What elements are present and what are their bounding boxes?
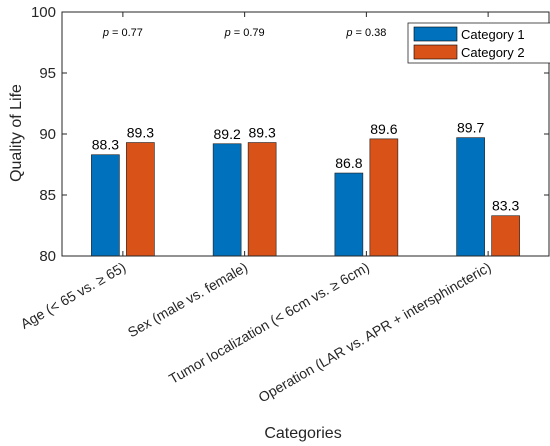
x-category-label-4: Operation (LAR vs. APR + intersphincteri… (255, 259, 493, 406)
y-tick-label-85: 85 (39, 187, 56, 204)
p-value-annotation-cat-2: p = 0.79 (224, 27, 265, 39)
x-category-labels: Age (< 65 vs. ≥ 65)Sex (male vs. female)… (18, 259, 494, 406)
data-label-series-2-cat-3: 89.6 (370, 121, 397, 137)
bar-series-1-cat-3 (334, 172, 364, 257)
x-category-label-2: Sex (male vs. female) (125, 259, 250, 341)
p-value: = 0.77 (109, 27, 143, 39)
x-category-label-3: Tumor localization (< 6cm vs. ≥ 6cm) (166, 259, 372, 387)
bar-series-1-cat-4 (456, 137, 485, 257)
bar-series-2-cat-3 (369, 138, 399, 257)
x-axis-title: Categories (264, 425, 341, 442)
data-label-series-1-cat-2: 89.2 (214, 126, 241, 142)
bar-series-1-cat-2 (212, 143, 242, 257)
data-label-series-2-cat-1: 89.3 (127, 125, 154, 141)
p-symbol: p (224, 27, 231, 39)
bar-series-1-cat-1 (91, 154, 120, 257)
legend: Category 1 Category 2 (407, 22, 550, 64)
legend-swatch-series-1 (413, 26, 458, 42)
y-tick-label-90: 90 (39, 126, 56, 143)
legend-label-series-1: Category 1 (461, 27, 525, 42)
y-tick-label-80: 80 (39, 248, 56, 265)
axes (61, 11, 550, 257)
data-label-series-1-cat-3: 86.8 (335, 155, 362, 171)
plot-frame (61, 11, 550, 257)
y-tick-labels: 80 85 90 95 100 (31, 4, 56, 265)
bar-series-2-cat-1 (126, 142, 155, 257)
bar-series-2-cat-2 (247, 142, 277, 257)
p-value-annotation-cat-3: p = 0.38 (345, 27, 386, 39)
p-value: = 0.79 (231, 27, 265, 39)
bars-layer (91, 137, 520, 257)
data-label-series-1-cat-1: 88.3 (92, 137, 119, 153)
data-label-series-2-cat-4: 83.3 (492, 198, 519, 214)
p-value: = 0.38 (352, 27, 386, 39)
y-axis-title: Quality of Life (8, 84, 25, 182)
legend-swatch-series-2 (413, 44, 458, 60)
data-label-series-1-cat-4: 89.7 (457, 120, 484, 136)
data-labels-layer: 88.3 89.3 89.2 89.3 86.8 89.6 89.7 83.3 (92, 120, 520, 214)
p-symbol: p (345, 27, 352, 39)
data-label-series-2-cat-2: 89.3 (249, 125, 276, 141)
x-category-label-1: Age (< 65 vs. ≥ 65) (18, 259, 129, 332)
p-symbol: p (102, 27, 109, 39)
y-tick-label-100: 100 (31, 4, 56, 21)
legend-label-series-2: Category 2 (461, 45, 525, 60)
p-value-annotation-cat-1: p = 0.77 (102, 27, 143, 39)
y-tick-label-95: 95 (39, 65, 56, 82)
bar-series-2-cat-4 (491, 215, 520, 257)
